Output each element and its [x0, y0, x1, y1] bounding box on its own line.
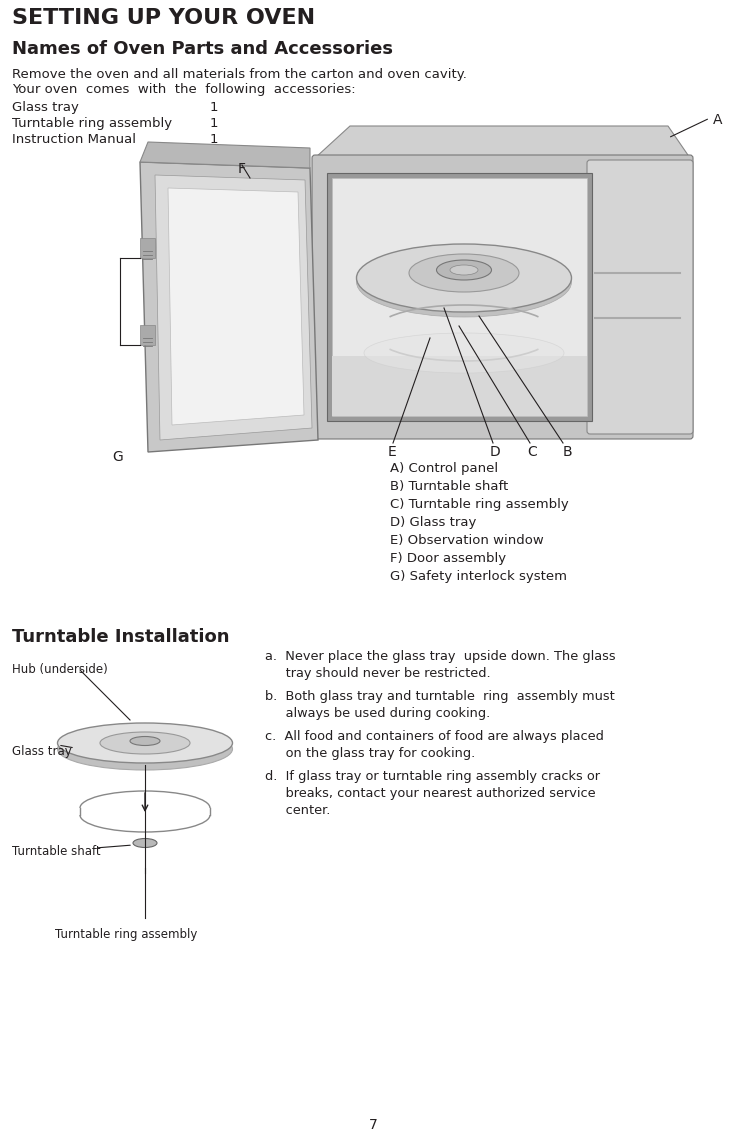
- FancyBboxPatch shape: [587, 160, 693, 434]
- Text: D: D: [490, 445, 501, 459]
- Text: F) Door assembly: F) Door assembly: [390, 552, 506, 564]
- Text: 1: 1: [210, 101, 219, 114]
- Text: E) Observation window: E) Observation window: [390, 534, 544, 547]
- Text: Names of Oven Parts and Accessories: Names of Oven Parts and Accessories: [12, 40, 393, 58]
- Text: F: F: [238, 162, 246, 176]
- Ellipse shape: [409, 254, 519, 292]
- Text: Your oven  comes  with  the  following  accessories:: Your oven comes with the following acces…: [12, 83, 356, 96]
- Text: A: A: [713, 113, 722, 127]
- Ellipse shape: [450, 265, 478, 275]
- Text: B) Turntable shaft: B) Turntable shaft: [390, 480, 508, 493]
- Bar: [332, 356, 587, 417]
- Text: D) Glass tray: D) Glass tray: [390, 516, 477, 529]
- Text: 1: 1: [210, 133, 219, 146]
- Text: B: B: [563, 445, 573, 459]
- Text: Remove the oven and all materials from the carton and oven cavity.: Remove the oven and all materials from t…: [12, 68, 467, 81]
- Text: 1: 1: [210, 117, 219, 130]
- Text: C: C: [527, 445, 537, 459]
- Text: Turntable shaft: Turntable shaft: [12, 846, 101, 858]
- Polygon shape: [315, 126, 690, 158]
- Bar: [327, 173, 592, 421]
- Text: G) Safety interlock system: G) Safety interlock system: [390, 570, 567, 583]
- Text: Turntable ring assembly: Turntable ring assembly: [12, 117, 172, 130]
- Ellipse shape: [357, 244, 571, 312]
- Text: b.  Both glass tray and turntable  ring  assembly must
     always be used durin: b. Both glass tray and turntable ring as…: [265, 690, 615, 720]
- Text: Hub (underside): Hub (underside): [12, 663, 107, 676]
- Bar: [140, 325, 155, 345]
- Ellipse shape: [436, 259, 492, 280]
- Text: A) Control panel: A) Control panel: [390, 462, 498, 475]
- Polygon shape: [168, 188, 304, 424]
- Text: Glass tray: Glass tray: [12, 101, 79, 114]
- Ellipse shape: [364, 333, 564, 373]
- FancyBboxPatch shape: [312, 155, 693, 439]
- Text: SETTING UP YOUR OVEN: SETTING UP YOUR OVEN: [12, 8, 315, 28]
- Ellipse shape: [133, 839, 157, 848]
- Text: d.  If glass tray or turntable ring assembly cracks or
     breaks, contact your: d. If glass tray or turntable ring assem…: [265, 770, 600, 817]
- Text: G: G: [112, 450, 123, 464]
- Ellipse shape: [57, 723, 233, 762]
- Ellipse shape: [130, 736, 160, 745]
- Ellipse shape: [357, 247, 571, 318]
- Text: a.  Never place the glass tray  upside down. The glass
     tray should never be: a. Never place the glass tray upside dow…: [265, 650, 615, 681]
- Text: C) Turntable ring assembly: C) Turntable ring assembly: [390, 498, 568, 511]
- Text: Turntable Installation: Turntable Installation: [12, 628, 230, 646]
- Ellipse shape: [100, 732, 190, 754]
- Bar: [140, 238, 155, 258]
- Bar: [332, 178, 587, 417]
- Text: 7: 7: [369, 1118, 377, 1132]
- Text: Glass tray: Glass tray: [12, 745, 72, 758]
- Polygon shape: [140, 162, 318, 452]
- Text: Turntable ring assembly: Turntable ring assembly: [55, 927, 198, 941]
- Text: c.  All food and containers of food are always placed
     on the glass tray for: c. All food and containers of food are a…: [265, 729, 604, 760]
- Text: Instruction Manual: Instruction Manual: [12, 133, 136, 146]
- Polygon shape: [155, 175, 312, 440]
- Ellipse shape: [57, 728, 233, 770]
- Polygon shape: [140, 142, 310, 168]
- Text: E: E: [388, 445, 397, 459]
